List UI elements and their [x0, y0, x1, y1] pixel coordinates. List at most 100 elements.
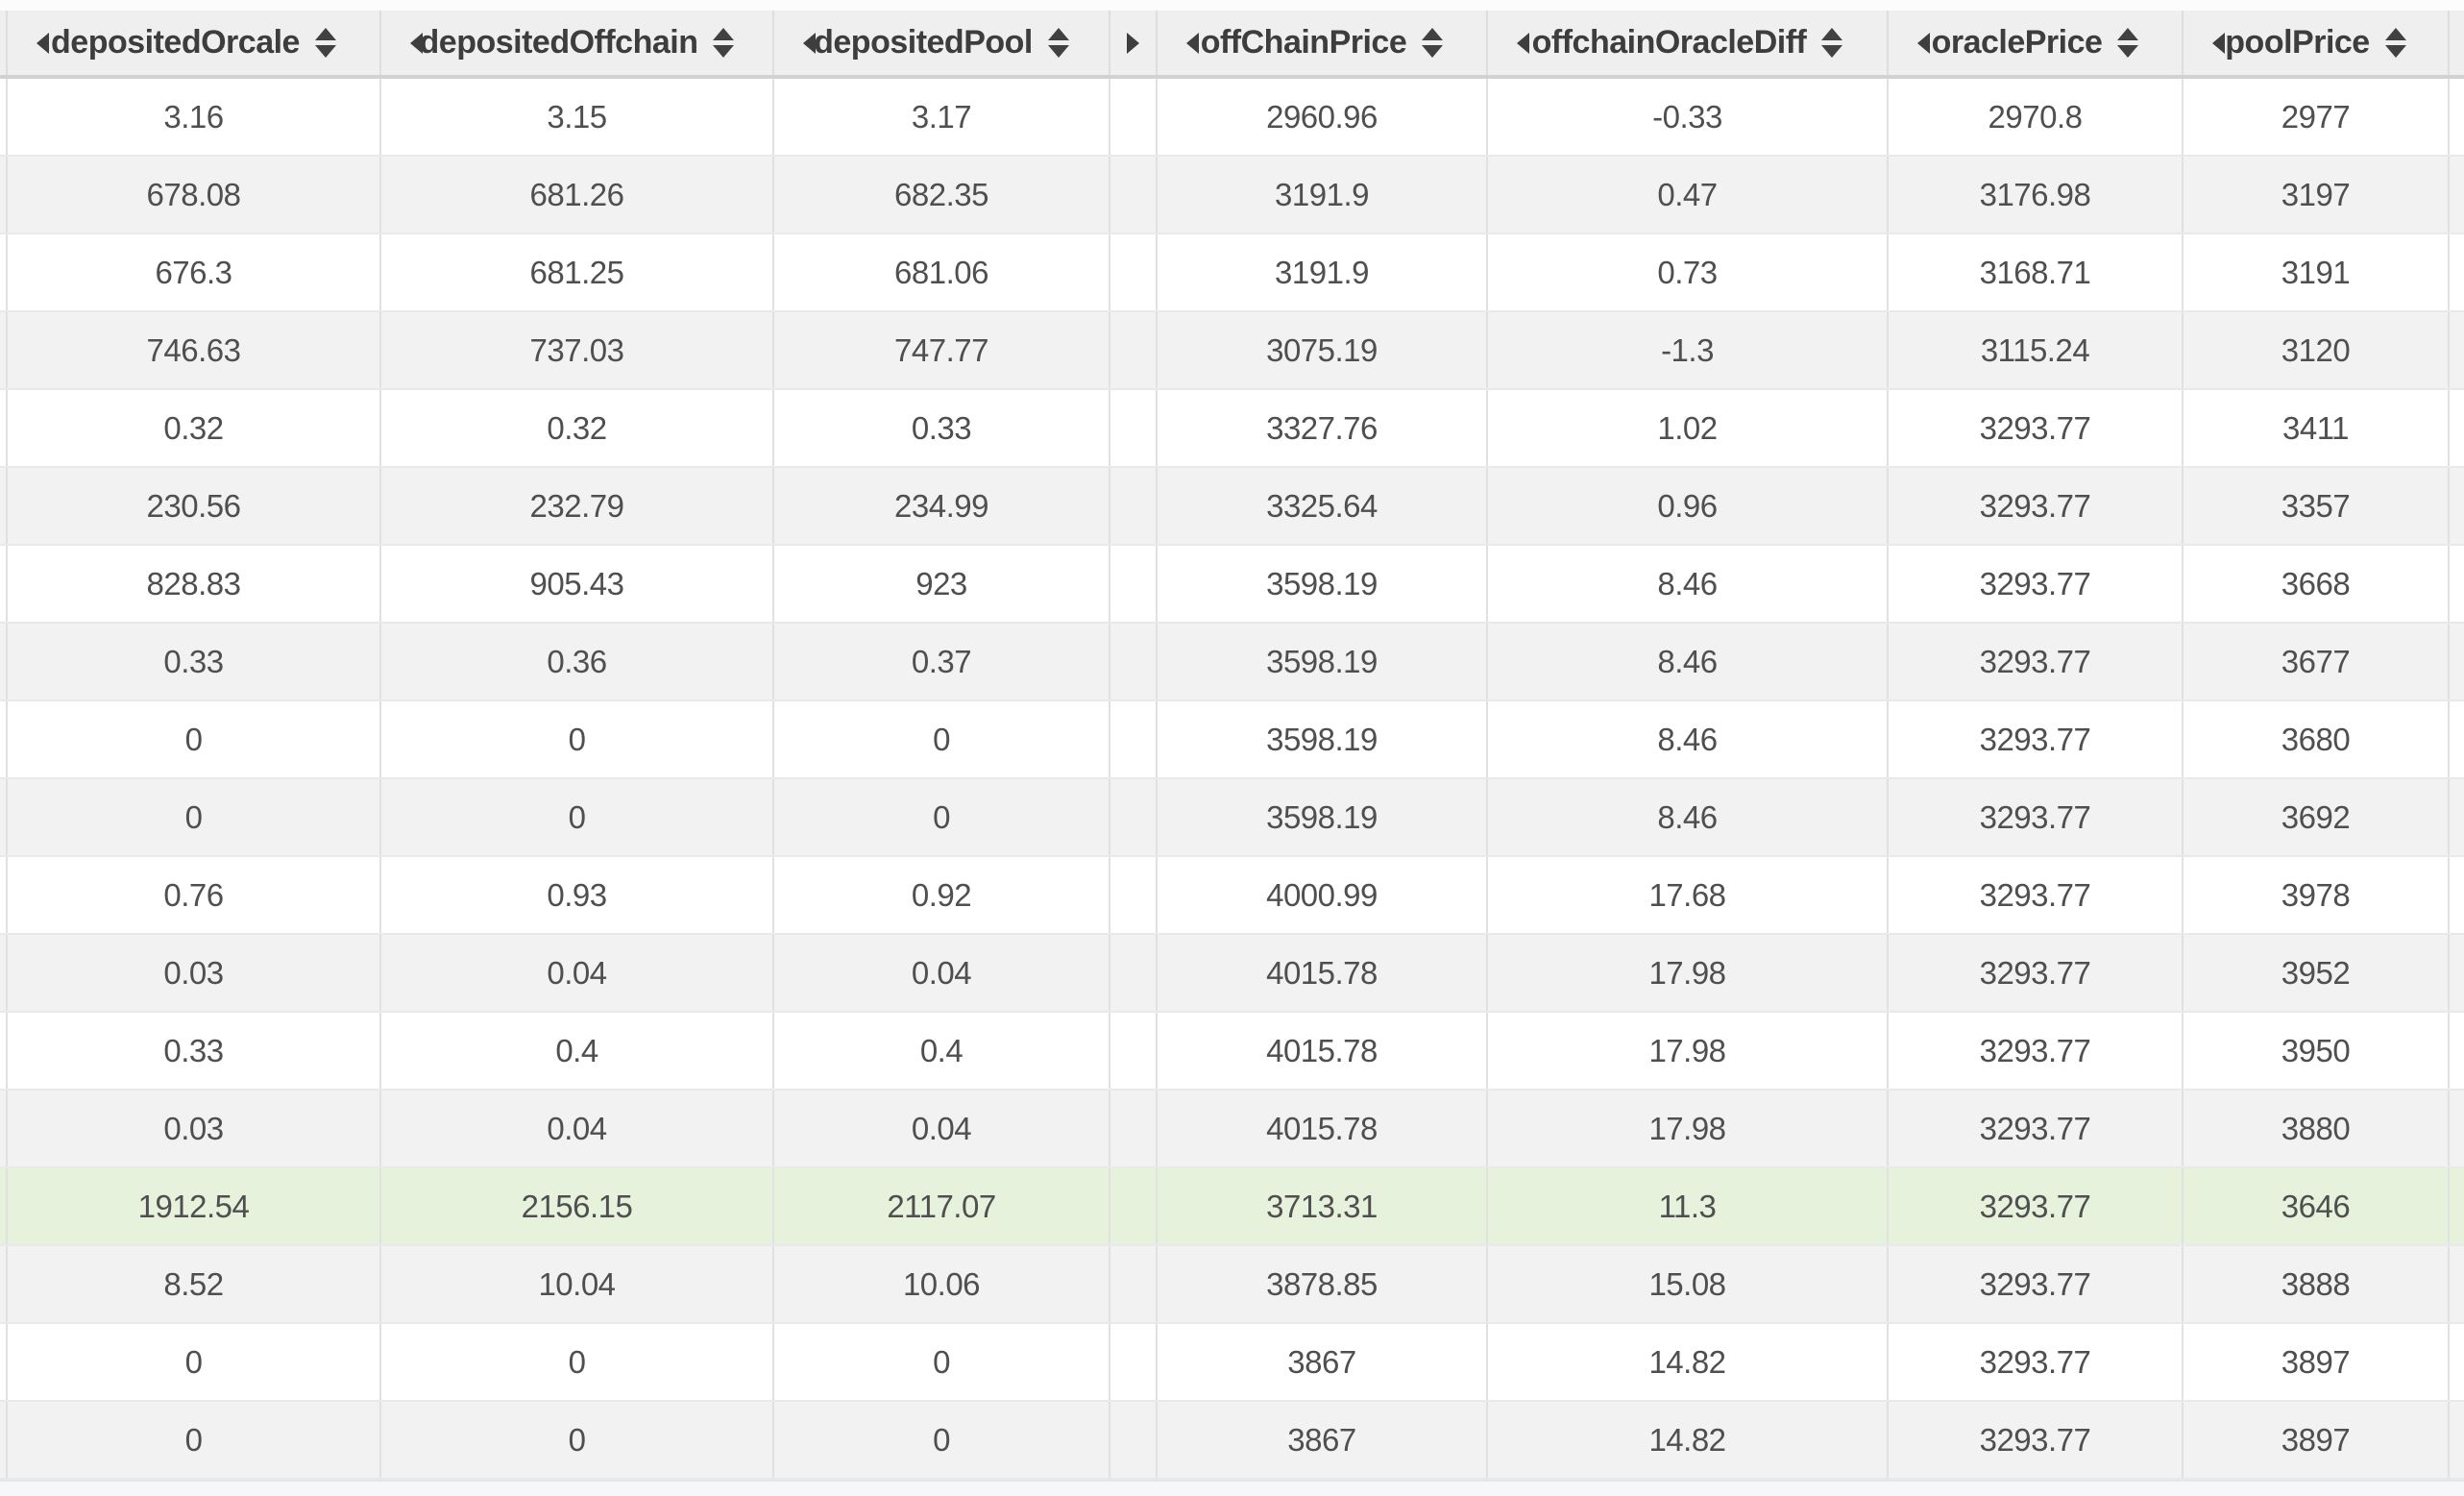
cell-depositedPool: 0.04 [774, 935, 1110, 1011]
cell-depositedOffchain: 737.03 [381, 312, 774, 388]
cell-depositedPool: 0.33 [774, 390, 1110, 466]
cell-offChainPrice: 2960.96 [1158, 79, 1488, 155]
table-row[interactable]: 0 0 0 3867 14.82 3293.77 3897 [0, 1324, 2464, 1402]
collapse-column-icon[interactable] [410, 32, 423, 54]
column-header-depositedOffchain[interactable]: depositedOffchain [381, 11, 774, 75]
table-row[interactable]: 8.52 10.04 10.06 3878.85 15.08 3293.77 3888 [0, 1246, 2464, 1324]
sort-icon[interactable] [1422, 28, 1444, 58]
collapse-column-icon[interactable] [1517, 32, 1529, 54]
cell-poolPrice: 3692 [2183, 779, 2450, 855]
column-header-offChainPrice[interactable]: offChainPrice [1158, 11, 1488, 75]
next-column-sliver-cell [2450, 701, 2464, 777]
cell-depositedOffchain: 232.79 [381, 468, 774, 544]
cell-poolPrice: 3668 [2183, 546, 2450, 622]
collapsed-column-cell [1110, 935, 1158, 1011]
cell-depositedPool: 682.35 [774, 157, 1110, 233]
table-row[interactable]: 0 0 0 3598.19 8.46 3293.77 3680 [0, 701, 2464, 779]
next-column-sliver-cell [2450, 1091, 2464, 1166]
cell-offChainPrice: 3598.19 [1158, 546, 1488, 622]
table-row[interactable]: 828.83 905.43 923 3598.19 8.46 3293.77 3668 [0, 546, 2464, 624]
expand-collapsed-column-icon[interactable] [1127, 32, 1139, 54]
column-header-depositedPool[interactable]: depositedPool [774, 11, 1110, 75]
cell-offchainOracleDiff: 15.08 [1488, 1246, 1889, 1322]
cell-poolPrice: 3120 [2183, 312, 2450, 388]
sort-icon[interactable] [713, 28, 735, 58]
sort-icon[interactable] [314, 28, 336, 58]
collapse-column-icon[interactable] [37, 32, 49, 54]
sort-icon[interactable] [1821, 28, 1843, 58]
prev-column-sliver-cell [0, 857, 8, 933]
collapsed-column-cell [1110, 857, 1158, 933]
prev-column-sliver-cell [0, 390, 8, 466]
column-header-offchainOracleDiff[interactable]: offchainOracleDiff [1488, 11, 1889, 75]
cell-offchainOracleDiff: -0.33 [1488, 79, 1889, 155]
column-header-poolPrice[interactable]: poolPrice [2183, 11, 2450, 75]
table-row[interactable]: 1912.54 2156.15 2117.07 3713.31 11.3 3293.77 3… [0, 1168, 2464, 1246]
cell-depositedOrcale: 0.32 [8, 390, 381, 466]
collapsed-column-header[interactable] [1110, 11, 1158, 75]
column-header-depositedOrcale[interactable]: depositedOrcale [8, 11, 381, 75]
next-column-sliver-cell [2450, 1402, 2464, 1478]
table-row[interactable]: 0.33 0.4 0.4 4015.78 17.98 3293.77 3950 [0, 1013, 2464, 1091]
sort-desc-arrow [1821, 45, 1843, 58]
cell-offchainOracleDiff: 14.82 [1488, 1402, 1889, 1478]
table-row[interactable]: 0.03 0.04 0.04 4015.78 17.98 3293.77 3952 [0, 935, 2464, 1013]
prev-column-sliver-cell [0, 624, 8, 699]
cell-depositedPool: 681.06 [774, 234, 1110, 310]
collapse-column-icon[interactable] [2212, 32, 2225, 54]
collapsed-column-cell [1110, 234, 1158, 310]
sort-asc-arrow [1821, 28, 1843, 40]
cell-depositedOffchain: 0 [381, 1324, 774, 1400]
cell-oraclePrice: 3293.77 [1889, 468, 2183, 544]
cell-depositedOffchain: 3.15 [381, 79, 774, 155]
prev-column-sliver-cell [0, 1402, 8, 1478]
collapsed-column-cell [1110, 157, 1158, 233]
cell-offchainOracleDiff: 8.46 [1488, 624, 1889, 699]
cell-depositedOrcale: 676.3 [8, 234, 381, 310]
table-row[interactable]: 0 0 0 3598.19 8.46 3293.77 3692 [0, 779, 2464, 857]
cell-depositedOrcale: 1912.54 [8, 1168, 381, 1244]
collapsed-column-cell [1110, 312, 1158, 388]
cell-depositedOrcale: 828.83 [8, 546, 381, 622]
prev-column-sliver [0, 11, 8, 75]
cell-depositedOrcale: 0.76 [8, 857, 381, 933]
table-row[interactable]: 3.16 3.15 3.17 2960.96 -0.33 2970.8 2977 [0, 79, 2464, 157]
table-row[interactable]: 0 0 0 3867 14.82 3293.77 3897 [0, 1402, 2464, 1480]
collapsed-column-cell [1110, 79, 1158, 155]
collapse-column-icon[interactable] [1186, 32, 1199, 54]
cell-depositedOffchain: 0.04 [381, 935, 774, 1011]
collapse-column-icon[interactable] [803, 32, 816, 54]
cell-depositedOrcale: 0.33 [8, 624, 381, 699]
cell-oraclePrice: 3293.77 [1889, 1168, 2183, 1244]
sort-icon[interactable] [2117, 28, 2139, 58]
cell-offchainOracleDiff: -1.3 [1488, 312, 1889, 388]
cell-depositedOffchain: 0 [381, 1402, 774, 1478]
table-row[interactable]: 0.76 0.93 0.92 4000.99 17.68 3293.77 3978 [0, 857, 2464, 935]
table-row[interactable]: 0.32 0.32 0.33 3327.76 1.02 3293.77 3411 [0, 390, 2464, 468]
cell-depositedPool: 0 [774, 1324, 1110, 1400]
collapse-column-icon[interactable] [1917, 32, 1930, 54]
next-column-sliver-cell [2450, 857, 2464, 933]
cell-oraclePrice: 3293.77 [1889, 546, 2183, 622]
cell-offchainOracleDiff: 0.47 [1488, 157, 1889, 233]
sort-icon[interactable] [1047, 28, 1069, 58]
table-row[interactable]: 0.33 0.36 0.37 3598.19 8.46 3293.77 3677 [0, 624, 2464, 701]
cell-oraclePrice: 3293.77 [1889, 1324, 2183, 1400]
cell-oraclePrice: 3293.77 [1889, 935, 2183, 1011]
cell-depositedOffchain: 0.93 [381, 857, 774, 933]
column-header-oraclePrice[interactable]: oraclePrice [1889, 11, 2183, 75]
table-row[interactable]: 746.63 737.03 747.77 3075.19 -1.3 3115.24 3120 [0, 312, 2464, 390]
table-row[interactable]: 0.03 0.04 0.04 4015.78 17.98 3293.77 3880 [0, 1091, 2464, 1168]
sort-asc-arrow [314, 28, 336, 40]
table-row[interactable]: 230.56 232.79 234.99 3325.64 0.96 3293.77 3357 [0, 468, 2464, 546]
next-column-sliver-cell [2450, 79, 2464, 155]
cell-oraclePrice: 3293.77 [1889, 779, 2183, 855]
cell-depositedPool: 0 [774, 1402, 1110, 1478]
table-row[interactable]: 676.3 681.25 681.06 3191.9 0.73 3168.71 3191 [0, 234, 2464, 312]
collapsed-column-cell [1110, 1324, 1158, 1400]
prev-column-sliver-cell [0, 1168, 8, 1244]
table-row[interactable]: 678.08 681.26 682.35 3191.9 0.47 3176.98 3197 [0, 157, 2464, 234]
cell-offchainOracleDiff: 17.98 [1488, 935, 1889, 1011]
cell-offchainOracleDiff: 8.46 [1488, 701, 1889, 777]
sort-icon[interactable] [2384, 28, 2406, 58]
